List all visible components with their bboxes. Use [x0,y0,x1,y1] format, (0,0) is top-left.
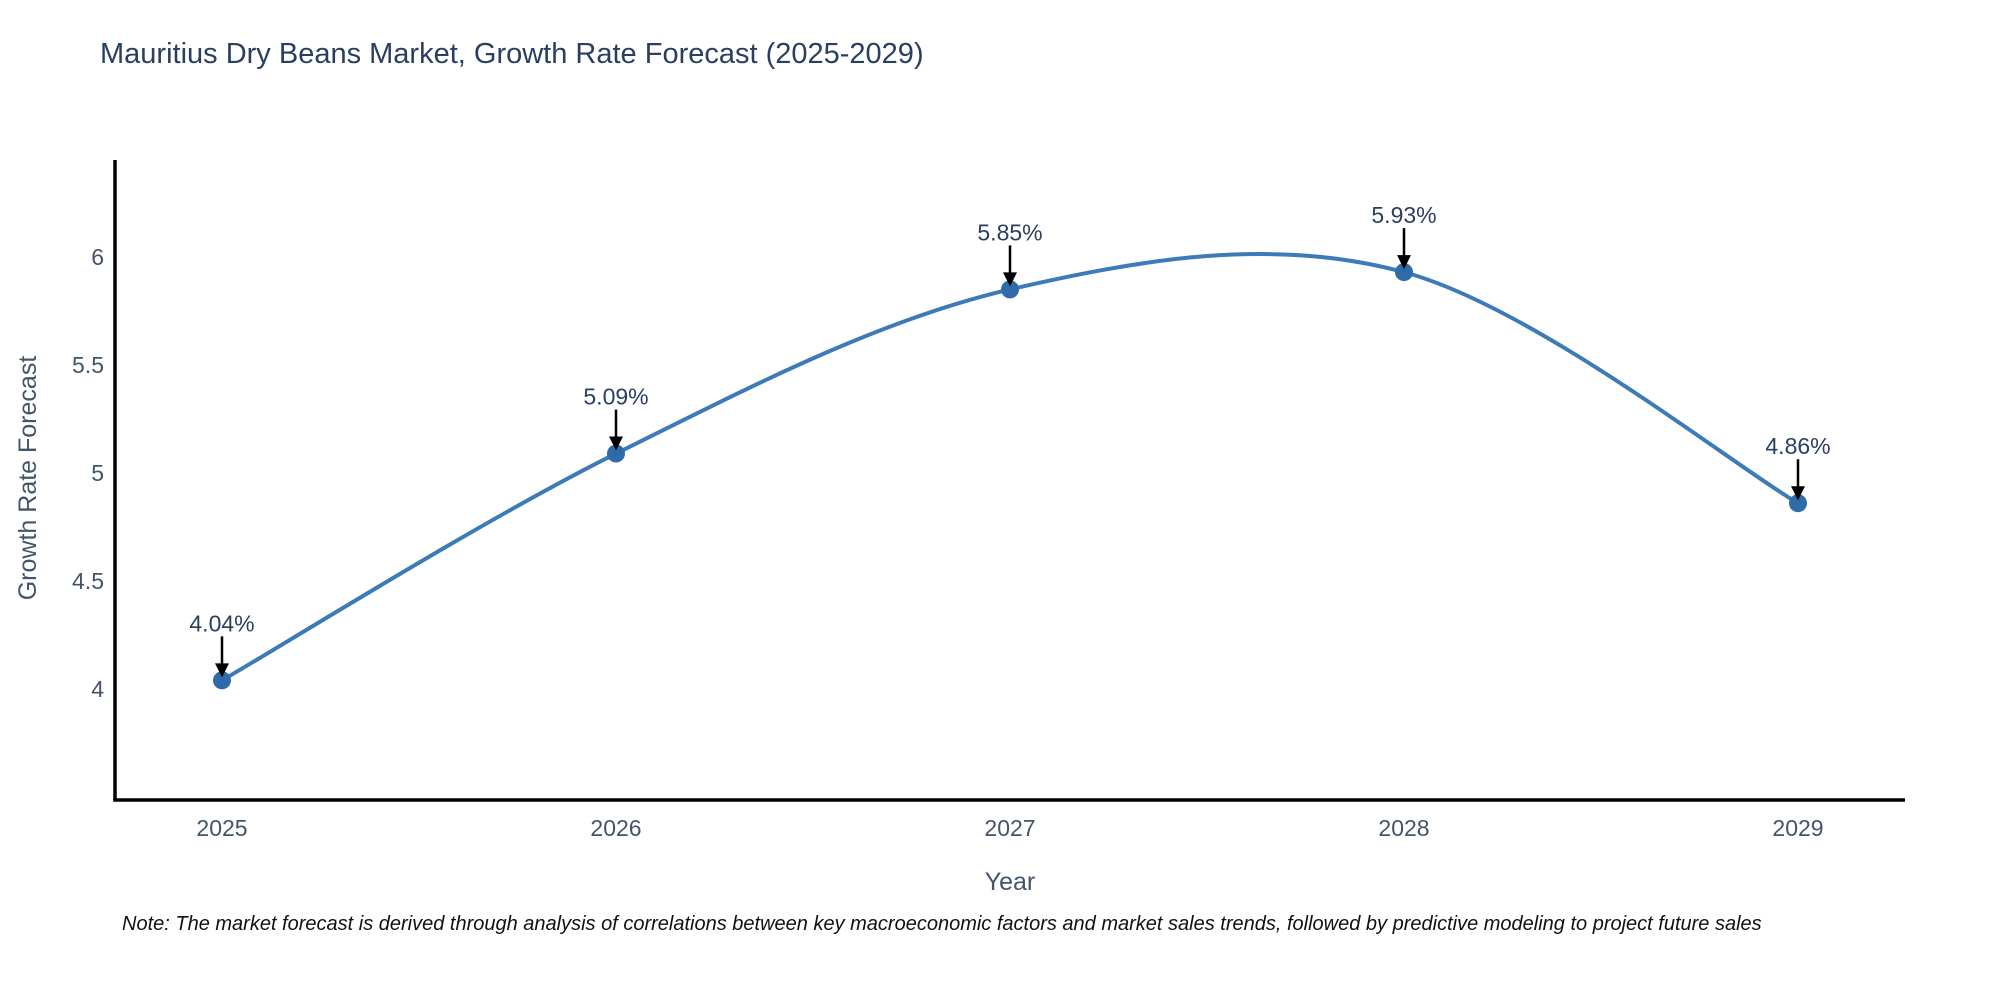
annotation-arrowhead [1397,255,1411,270]
y-tick-label: 5 [91,460,104,486]
x-tick-label: 2027 [984,815,1035,841]
data-point-label: 5.09% [583,384,648,410]
chart-note: Note: The market forecast is derived thr… [122,913,1762,935]
annotation-arrowhead [609,436,623,451]
data-point-label: 5.93% [1371,202,1436,228]
chart-title: Mauritius Dry Beans Market, Growth Rate … [100,38,924,70]
x-tick-label: 2028 [1378,815,1429,841]
data-point-marker[interactable] [213,671,231,690]
x-tick-label: 2026 [590,815,641,841]
data-point-label: 4.86% [1765,433,1830,459]
y-tick-label: 4 [91,676,104,702]
data-point-marker[interactable] [1789,494,1807,513]
trace-line [220,251,1800,683]
x-tick-label: 2029 [1772,815,1823,841]
x-tick-label: 2025 [196,815,247,841]
data-point-marker[interactable] [1001,280,1019,299]
data-point-marker[interactable] [607,444,625,463]
data-point-label: 5.85% [977,219,1042,245]
annotation-arrowhead [215,663,229,678]
annotation-arrowhead [1003,272,1017,287]
y-tick-label: 6 [91,244,104,270]
y-tick-label: 5.5 [72,352,104,378]
data-point-marker[interactable] [1395,263,1413,282]
x-axis-title: Year [984,868,1036,896]
annotation-arrowhead [1791,486,1805,501]
y-tick-label: 4.5 [72,568,104,594]
data-point-label: 4.04% [189,610,254,636]
